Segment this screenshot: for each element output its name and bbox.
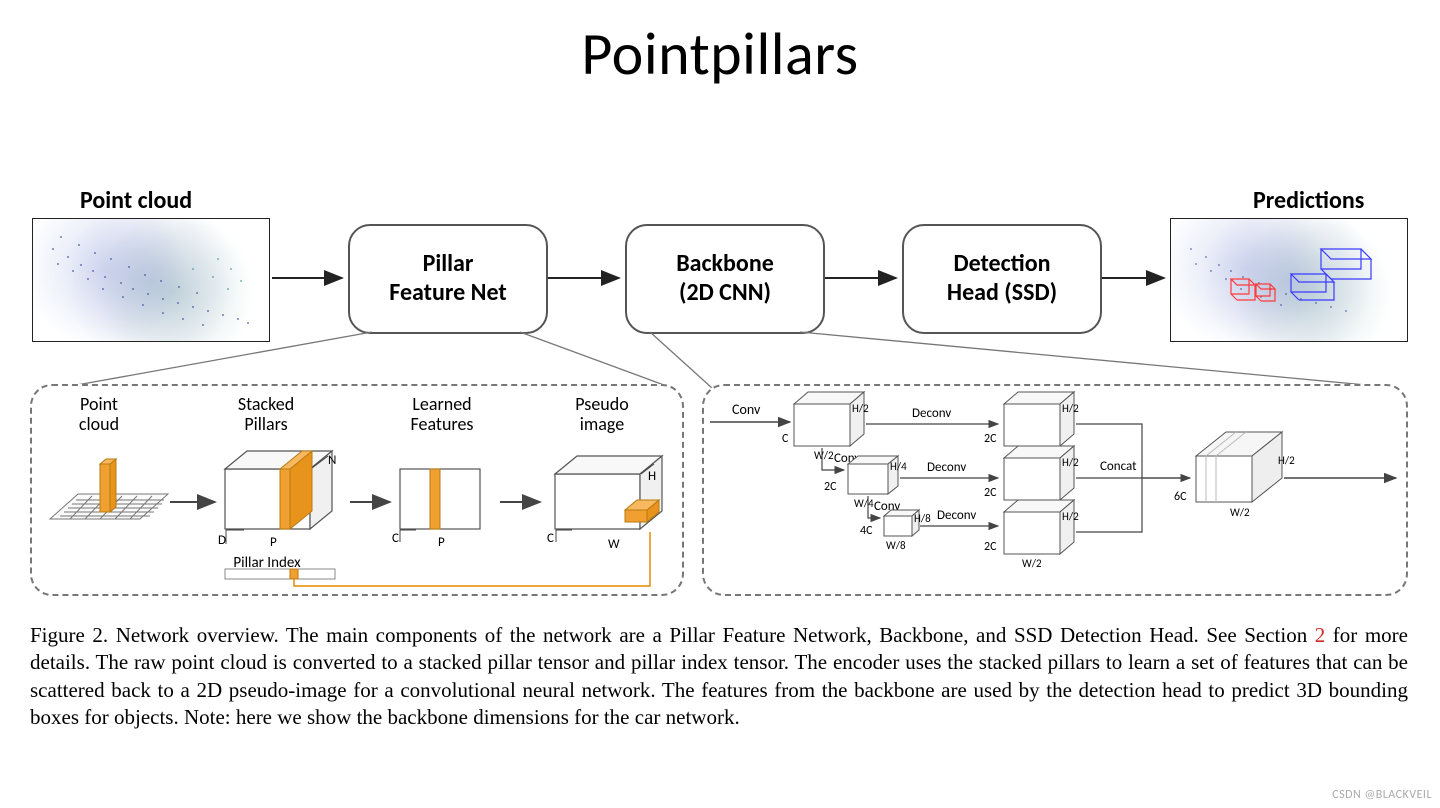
svg-text:2C: 2C <box>984 486 997 500</box>
svg-text:P: P <box>438 535 445 550</box>
caption-fig: Figure 2. Network overview. <box>30 623 279 647</box>
svg-text:2C: 2C <box>824 480 837 494</box>
svg-text:W/8: W/8 <box>886 539 906 552</box>
caption-section-ref: 2 <box>1315 623 1326 647</box>
backbone-detail-svg: Conv C H/2 W/2 Conv 2C H/4 W/4 Conv 4C H… <box>702 384 1404 592</box>
svg-text:H/2: H/2 <box>1062 510 1079 523</box>
svg-text:6C: 6C <box>1174 490 1187 504</box>
svg-text:H/2: H/2 <box>1278 454 1295 467</box>
svg-text:C: C <box>782 432 789 446</box>
svg-text:H/2: H/2 <box>852 402 869 415</box>
svg-text:Deconv: Deconv <box>912 406 951 421</box>
pfn-detail-svg: D P N C P C W H <box>30 384 680 592</box>
svg-text:2C: 2C <box>984 432 997 446</box>
svg-text:Deconv: Deconv <box>927 460 966 475</box>
svg-text:H/8: H/8 <box>914 512 931 525</box>
svg-text:H/4: H/4 <box>890 460 907 473</box>
svg-text:Deconv: Deconv <box>937 508 976 523</box>
svg-text:H: H <box>648 469 656 484</box>
svg-text:C: C <box>392 531 399 546</box>
svg-text:W/4: W/4 <box>854 497 874 510</box>
svg-text:N: N <box>328 453 336 468</box>
figure-caption: Figure 2. Network overview. The main com… <box>30 622 1408 731</box>
svg-text:4C: 4C <box>860 524 873 538</box>
svg-text:P: P <box>270 535 277 550</box>
watermark: CSDN @BLACKVEIL <box>1332 788 1432 802</box>
svg-text:W/2: W/2 <box>1022 557 1042 570</box>
svg-text:Concat: Concat <box>1100 459 1137 474</box>
svg-text:W/2: W/2 <box>814 449 834 462</box>
svg-text:Conv: Conv <box>732 401 761 418</box>
svg-text:H/2: H/2 <box>1062 402 1079 415</box>
svg-text:C: C <box>547 531 554 546</box>
svg-text:W: W <box>608 537 620 552</box>
svg-text:D: D <box>218 533 226 548</box>
svg-text:2C: 2C <box>984 540 997 554</box>
caption-body1: The main components of the network are a… <box>279 623 1315 647</box>
svg-text:W/2: W/2 <box>1230 506 1250 519</box>
svg-text:H/2: H/2 <box>1062 456 1079 469</box>
